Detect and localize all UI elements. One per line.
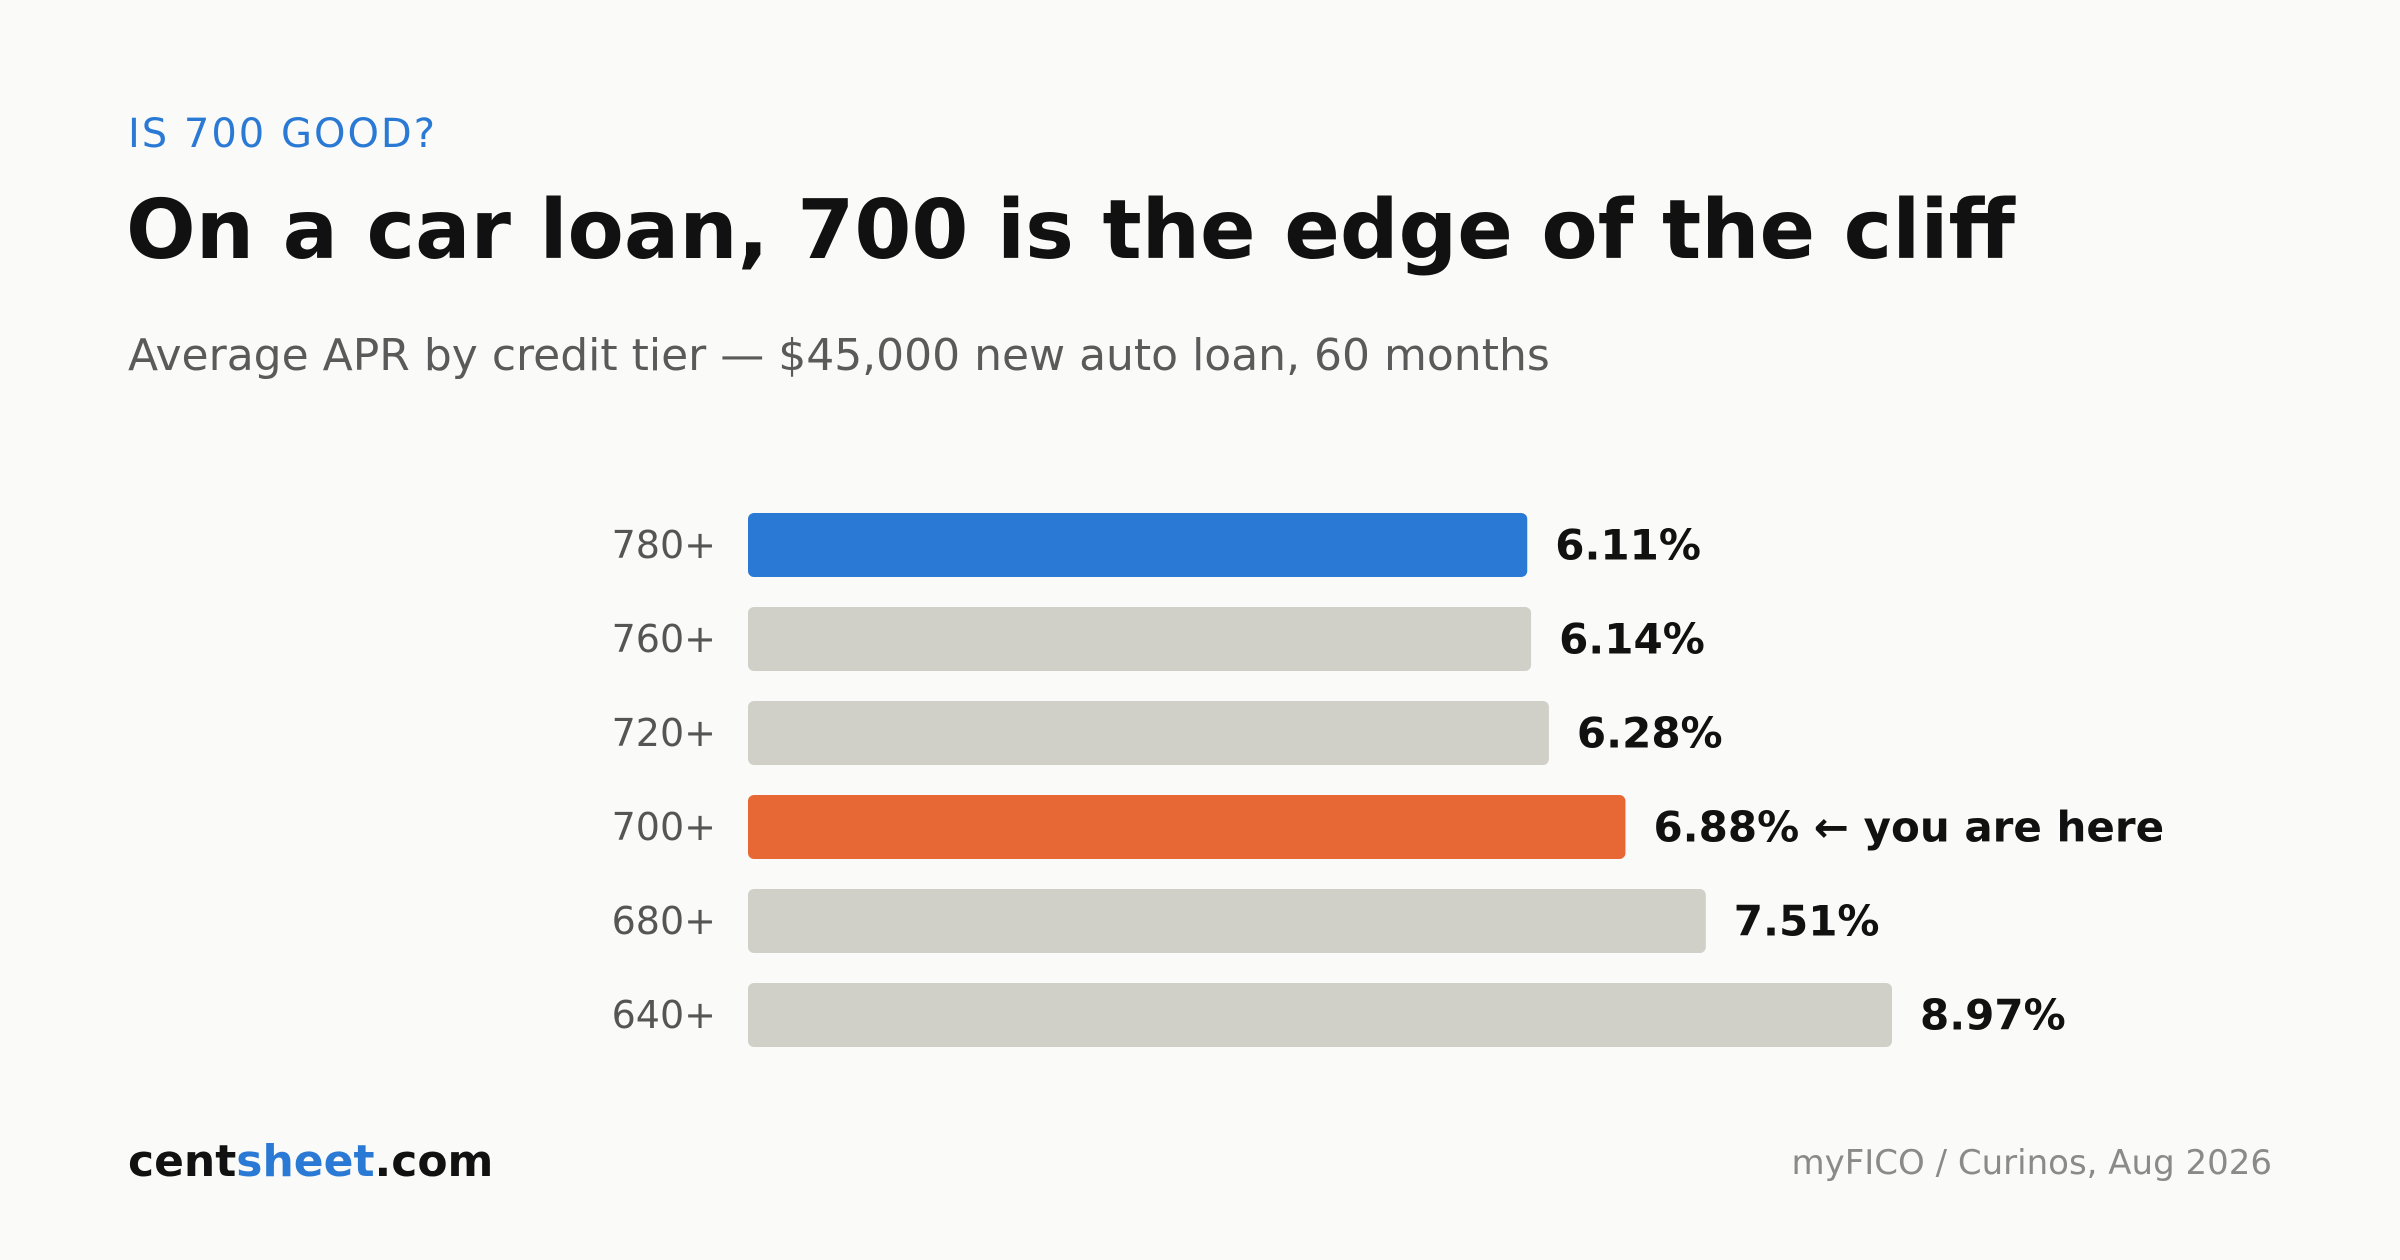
- category-label: 720+: [612, 711, 716, 755]
- category-label: 640+: [612, 993, 716, 1037]
- bar: [748, 795, 1626, 859]
- category-label: 760+: [612, 617, 716, 661]
- category-label: 700+: [612, 805, 716, 849]
- brand-part-sheet: sheet: [236, 1136, 375, 1187]
- bar-group-720plus: 720+ 6.28%: [612, 701, 1723, 765]
- brand-part-domain: .com: [374, 1136, 494, 1187]
- bar: [748, 889, 1706, 953]
- chart-subtitle: Average APR by credit tier — $45,000 new…: [128, 330, 1550, 381]
- bar: [748, 607, 1532, 671]
- brand-part-cent: cent: [128, 1136, 237, 1187]
- value-label: 6.11%: [1555, 521, 1701, 570]
- value-label: 6.14%: [1559, 615, 1705, 664]
- bar: [748, 701, 1549, 765]
- bar-group-780plus: 780+ 6.11%: [612, 513, 1701, 577]
- bar-group-680plus: 680+ 7.51%: [612, 889, 1880, 953]
- source-credit: myFICO / Curinos, Aug 2026: [1791, 1143, 2272, 1183]
- bar: [748, 983, 1892, 1047]
- chart-title: On a car loan, 700 is the edge of the cl…: [126, 183, 2015, 278]
- value-label: 8.97%: [1920, 991, 2066, 1040]
- bar-group-640plus: 640+ 8.97%: [612, 983, 2066, 1047]
- bar-group-700plus: 700+ 6.88% ← you are here: [612, 795, 2164, 859]
- value-label: 7.51%: [1734, 897, 1880, 946]
- brand-logo[interactable]: centsheet.com: [128, 1140, 493, 1184]
- value-label: 6.28%: [1577, 709, 1723, 758]
- value-label: 6.88% ← you are here: [1653, 803, 2164, 852]
- bar-group-760plus: 760+ 6.14%: [612, 607, 1705, 671]
- bar: [748, 513, 1528, 577]
- eyebrow-label: IS 700 GOOD?: [128, 111, 437, 157]
- category-label: 780+: [612, 523, 716, 567]
- category-label: 680+: [612, 899, 716, 943]
